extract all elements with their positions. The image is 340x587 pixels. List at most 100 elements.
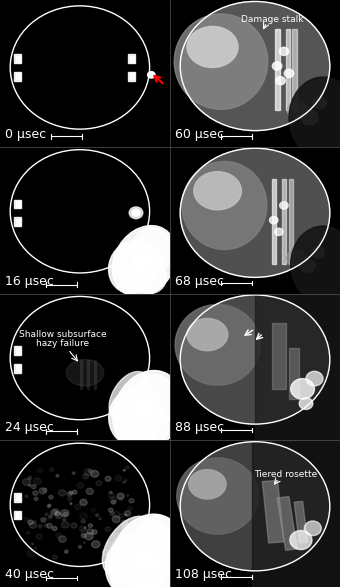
Circle shape [99, 518, 101, 520]
Ellipse shape [156, 255, 163, 272]
Text: 68 μsec: 68 μsec [175, 275, 224, 288]
Ellipse shape [134, 274, 154, 281]
Circle shape [112, 516, 120, 522]
Ellipse shape [134, 375, 179, 424]
Circle shape [58, 490, 66, 496]
Bar [16, 494, 20, 500]
Ellipse shape [109, 372, 149, 421]
Circle shape [36, 534, 42, 539]
Circle shape [28, 520, 33, 525]
Circle shape [284, 69, 294, 77]
Ellipse shape [66, 359, 104, 386]
Circle shape [96, 481, 102, 486]
Ellipse shape [291, 226, 340, 302]
Bar [16, 56, 20, 62]
Ellipse shape [147, 266, 162, 279]
Circle shape [128, 507, 133, 511]
Circle shape [48, 504, 51, 507]
Bar [272, 179, 276, 264]
Circle shape [111, 553, 113, 554]
Circle shape [55, 511, 60, 515]
Circle shape [84, 527, 86, 529]
Circle shape [279, 47, 289, 56]
Bar [16, 512, 20, 518]
Bar [14, 217, 21, 226]
Circle shape [129, 207, 143, 219]
Text: 60 μsec: 60 μsec [175, 128, 224, 141]
Ellipse shape [180, 295, 330, 424]
Circle shape [105, 527, 110, 531]
Ellipse shape [180, 441, 330, 571]
Circle shape [109, 491, 112, 494]
Text: 40 μsec: 40 μsec [5, 568, 54, 581]
Bar [14, 200, 21, 208]
Circle shape [42, 555, 44, 556]
Bar [16, 218, 20, 224]
Bar [80, 359, 82, 389]
Text: 88 μsec: 88 μsec [175, 421, 224, 434]
Circle shape [286, 250, 305, 266]
Circle shape [77, 483, 84, 488]
Circle shape [129, 498, 134, 503]
Ellipse shape [194, 171, 241, 210]
Circle shape [290, 531, 312, 549]
Circle shape [120, 552, 126, 558]
Bar [94, 359, 96, 389]
Circle shape [272, 62, 282, 70]
Circle shape [62, 521, 69, 528]
Circle shape [291, 379, 314, 399]
Circle shape [112, 544, 117, 548]
Ellipse shape [177, 458, 258, 534]
Ellipse shape [175, 305, 260, 385]
Ellipse shape [109, 387, 163, 446]
Ellipse shape [187, 318, 228, 351]
Ellipse shape [131, 410, 168, 447]
Bar [14, 364, 21, 373]
Circle shape [132, 209, 140, 217]
Bar [275, 29, 279, 110]
Circle shape [125, 466, 129, 469]
Bar [16, 73, 20, 79]
Ellipse shape [156, 249, 163, 267]
Circle shape [87, 529, 93, 534]
Bar [292, 29, 296, 110]
Bar [130, 56, 134, 62]
Circle shape [112, 500, 116, 504]
Circle shape [83, 542, 85, 544]
Circle shape [86, 488, 94, 494]
Circle shape [88, 524, 92, 527]
Circle shape [83, 474, 88, 479]
Circle shape [33, 491, 38, 495]
Text: Shallow subsurface: Shallow subsurface [19, 330, 107, 339]
Circle shape [67, 492, 72, 496]
Circle shape [75, 504, 81, 510]
Bar [286, 29, 290, 110]
Circle shape [108, 508, 113, 512]
Ellipse shape [105, 534, 167, 587]
Bar [14, 54, 21, 63]
Ellipse shape [143, 516, 180, 555]
Circle shape [31, 543, 33, 545]
Circle shape [123, 470, 125, 471]
Ellipse shape [109, 514, 186, 587]
Circle shape [117, 493, 124, 500]
Circle shape [113, 511, 120, 518]
Circle shape [34, 497, 38, 501]
Circle shape [88, 470, 91, 473]
Circle shape [34, 521, 36, 522]
Circle shape [120, 538, 125, 542]
Text: Tiered rosette: Tiered rosette [254, 470, 317, 478]
Text: 0 μsec: 0 μsec [5, 128, 46, 141]
Bar [14, 493, 21, 502]
Circle shape [29, 522, 36, 528]
Circle shape [72, 490, 77, 494]
Circle shape [65, 550, 68, 553]
Circle shape [115, 552, 120, 557]
Circle shape [25, 495, 28, 498]
Circle shape [115, 475, 122, 481]
Bar [129, 54, 135, 63]
Circle shape [58, 536, 66, 542]
Circle shape [269, 217, 278, 224]
Circle shape [47, 524, 52, 528]
Circle shape [113, 539, 119, 545]
